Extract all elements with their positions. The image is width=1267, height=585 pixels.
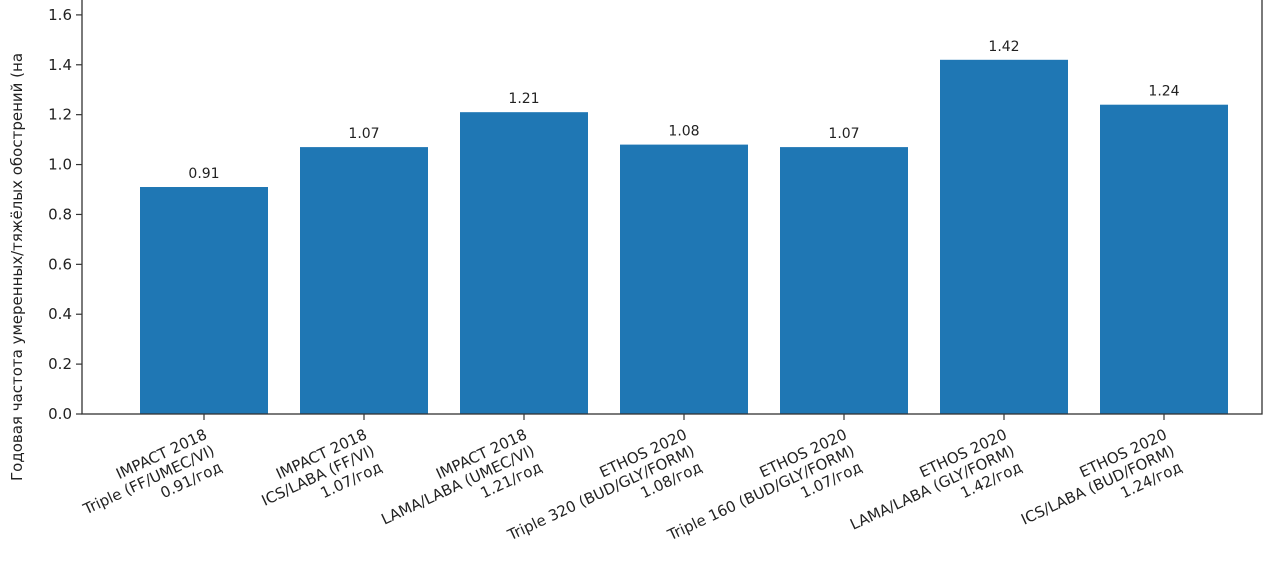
y-tick-label: 0.6	[48, 255, 72, 273]
y-tick-label: 0.8	[48, 205, 72, 223]
bar	[460, 112, 588, 414]
y-tick-label: 1.4	[48, 56, 72, 74]
y-axis-label: Годовая частота умеренных/тяжёлых обостр…	[8, 53, 26, 481]
bar-value-label: 1.24	[1148, 84, 1179, 100]
bar	[620, 144, 748, 414]
y-axis: 0.0 0.2 0.4 0.6 0.8 1.0 1.2 1.4 1.6	[48, 6, 82, 423]
axes-frame	[81, 0, 1263, 415]
y-tick-label: 1.0	[48, 156, 72, 174]
y-tick-label: 1.6	[48, 6, 72, 24]
bar-value-label: 1.08	[668, 124, 699, 140]
bar-value-label: 1.07	[828, 126, 859, 142]
bar	[780, 147, 908, 414]
y-tick-label: 0.4	[48, 305, 72, 323]
bar	[940, 59, 1068, 414]
bar	[1100, 104, 1228, 415]
bar	[140, 187, 268, 414]
plot-area: 0.91 1.07 1.21 1.08 1.07 1.42 1.24	[140, 39, 1228, 415]
y-tick-label: 0.0	[48, 405, 72, 423]
bar-value-label: 1.21	[508, 91, 539, 107]
x-tick-label: ETHOS 2020ICS/LABA (BUD/FORM)1.24/год	[1011, 425, 1185, 545]
bar-value-label: 1.07	[348, 126, 379, 142]
bar-value-label: 0.91	[188, 166, 219, 182]
x-tick-label: IMPACT 2018Triple (FF/UMEC/VI)0.91/год	[72, 425, 225, 535]
x-axis: IMPACT 2018Triple (FF/UMEC/VI)0.91/год IM…	[72, 414, 1185, 550]
bar	[300, 147, 428, 414]
y-tick-label: 0.2	[48, 355, 72, 373]
x-tick-label: ETHOS 2020LAMA/LABA (GLY/FORM)1.42/год	[840, 425, 1025, 550]
bar-value-label: 1.42	[988, 39, 1019, 55]
y-tick-label: 1.2	[48, 106, 72, 124]
x-tick-label: IMPACT 2018ICS/LABA (FF/VI)1.07/год	[251, 425, 385, 526]
